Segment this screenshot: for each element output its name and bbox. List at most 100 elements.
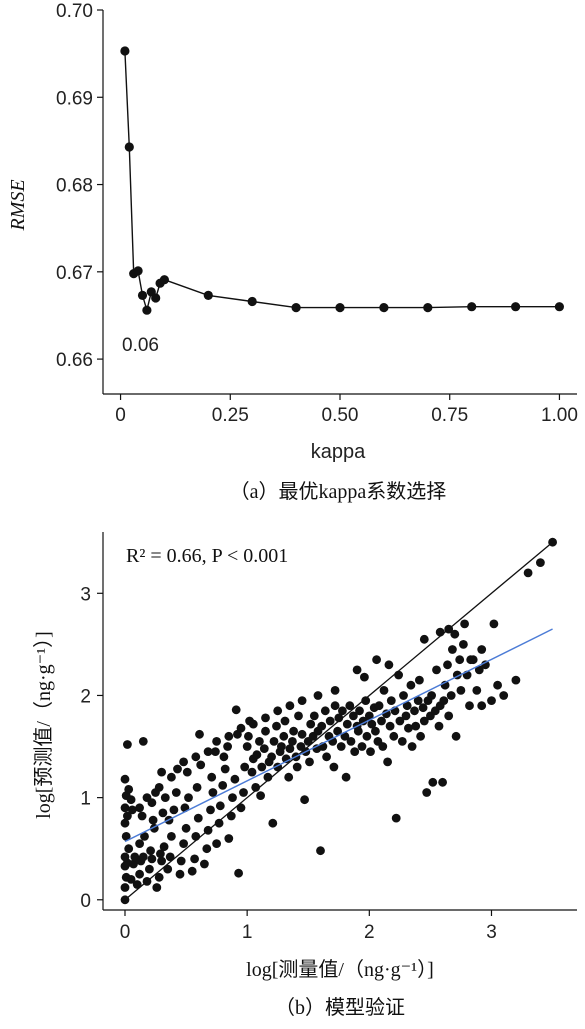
- chart-b-point: [438, 777, 447, 787]
- chart-b-point: [360, 672, 369, 682]
- chart-b-point: [268, 818, 278, 828]
- chart-b-point: [236, 723, 246, 733]
- chart-a-ytick-label: 0.70: [56, 1, 93, 22]
- chart-b-point: [211, 747, 220, 756]
- chart-b-point: [230, 774, 240, 784]
- chart-b-point: [410, 706, 419, 716]
- chart-b-point: [215, 801, 225, 811]
- chart-b-point: [135, 803, 145, 813]
- chart-b-point: [407, 742, 417, 751]
- chart-b-point: [413, 696, 423, 705]
- chart-b-point: [419, 716, 429, 726]
- chart-b-point: [367, 719, 377, 729]
- chart-b-point: [187, 866, 197, 876]
- chart-b-point: [383, 757, 392, 767]
- chart-b-point: [226, 811, 236, 821]
- chart-b-point: [239, 788, 248, 797]
- chart-b-point: [273, 706, 283, 716]
- chart-b-point: [127, 805, 137, 815]
- chart-a-point: [247, 296, 257, 307]
- chart-a-point: [510, 302, 521, 312]
- chart-b-point: [346, 737, 356, 746]
- chart-b-point: [297, 729, 307, 739]
- chart-b-point: [156, 849, 165, 859]
- chart-b-point: [234, 868, 244, 878]
- chart-b-point: [154, 783, 164, 792]
- chart-b-point: [123, 740, 132, 749]
- chart-b-point: [214, 818, 224, 828]
- chart-b-point: [477, 701, 487, 711]
- chart-b-point: [137, 811, 147, 821]
- chart-b-point: [465, 701, 474, 711]
- chart-b-point: [511, 675, 521, 685]
- chart-a-ylabel: RMSE: [7, 179, 29, 231]
- chart-b-ytick-label: 0: [80, 891, 91, 912]
- chart-a-xtick-label: 0.75: [431, 405, 468, 426]
- chart-b-point: [165, 852, 175, 862]
- chart-b-point: [418, 703, 428, 713]
- chart-b-point: [338, 706, 347, 716]
- chart-b-point: [362, 731, 372, 741]
- chart-b-point: [248, 719, 258, 729]
- chart-b-point: [193, 813, 203, 823]
- chart-b-point: [228, 793, 237, 802]
- chart-b-point: [169, 805, 179, 815]
- chart-b-point: [330, 686, 340, 695]
- chart-a-xtick-label: 0: [115, 405, 126, 426]
- chart-b-point: [399, 691, 408, 700]
- chart-b-point: [242, 742, 252, 751]
- chart-b-point: [384, 660, 394, 670]
- chart-b-point: [191, 832, 201, 841]
- chart-b-point: [434, 721, 444, 731]
- chart-b-point: [251, 783, 261, 792]
- chart-b-point: [285, 744, 295, 753]
- chart-b-point: [292, 762, 302, 772]
- chart-b-point: [385, 721, 395, 731]
- chart-b-point: [279, 731, 289, 741]
- chart-b-point: [269, 737, 279, 746]
- chart-b-xtick-label: 2: [364, 922, 375, 943]
- chart-b-fit-line: [124, 628, 553, 843]
- chart-b-point: [195, 729, 204, 739]
- chart-b-point: [181, 823, 191, 833]
- chart-a-ticks: 0 0.25 0.50 0.75 1.00 0.66 0.67 0.68 0.69 0.70: [56, 1, 578, 426]
- chart-b-point: [288, 737, 297, 746]
- chart-b-point: [455, 655, 465, 665]
- chart-b-point: [297, 696, 307, 705]
- chart-a-series-line: [124, 50, 560, 313]
- chart-a-point: [467, 302, 477, 312]
- chart-b-point: [219, 752, 229, 762]
- chart-b: 0 1 2 3 0 1 2 3 R² = 0.66, P < 0.001 log[测量值/（n…: [32, 532, 577, 1019]
- chart-b-point: [294, 711, 303, 721]
- chart-b-ticks: 0 1 2 3 0 1 2 3: [80, 584, 496, 943]
- chart-b-point: [231, 705, 241, 715]
- chart-b-point: [147, 854, 157, 864]
- chart-b-point: [422, 788, 432, 797]
- chart-a-point: [291, 303, 301, 313]
- chart-b-point: [140, 832, 149, 841]
- chart-b-point: [252, 750, 262, 760]
- chart-b-point: [357, 742, 367, 751]
- chart-b-point: [316, 846, 325, 856]
- chart-a-annotation: 0.06: [122, 335, 159, 356]
- chart-b-point: [124, 785, 134, 794]
- chart-b-point: [472, 686, 482, 695]
- chart-b-point: [138, 852, 148, 862]
- chart-b-point: [371, 726, 380, 736]
- chart-b-point: [349, 711, 358, 721]
- chart-b-point: [329, 762, 339, 772]
- chart-b-point: [451, 731, 461, 741]
- chart-b-point: [120, 883, 130, 892]
- chart-b-point: [256, 791, 265, 800]
- chart-b-point: [261, 713, 270, 723]
- chart-b-point: [466, 655, 476, 665]
- chart-b-point: [123, 811, 132, 821]
- chart-a-xlabel: kappa: [311, 441, 366, 463]
- chart-b-point: [317, 721, 327, 731]
- chart-b-point: [207, 772, 217, 782]
- chart-b-point: [300, 795, 309, 805]
- chart-b-point: [306, 719, 316, 729]
- chart-b-point: [175, 869, 185, 879]
- chart-b-point: [142, 793, 152, 802]
